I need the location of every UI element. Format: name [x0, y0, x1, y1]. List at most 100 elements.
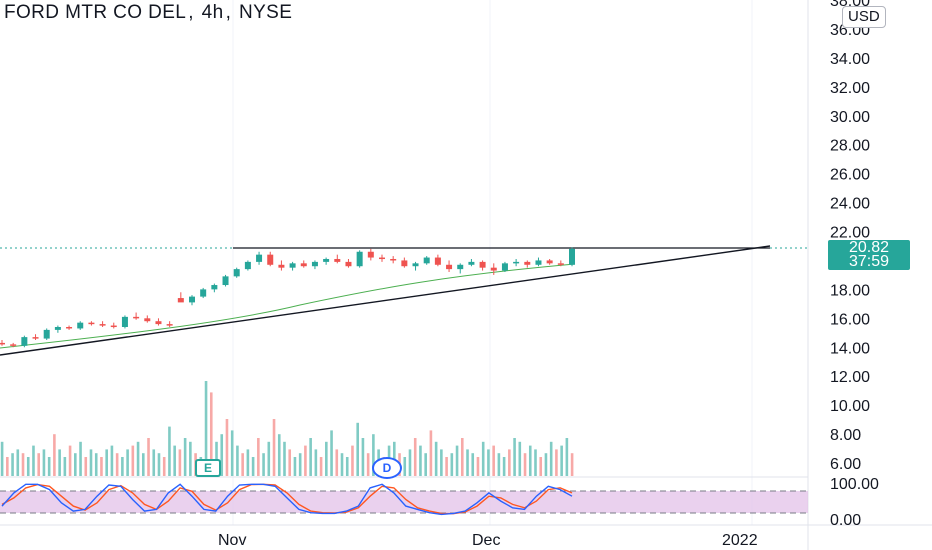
candle-body — [77, 322, 84, 329]
volume-bar — [183, 438, 187, 476]
oscillator-axis-label: 0.00 — [830, 512, 861, 529]
candle-body — [569, 248, 575, 265]
last-price-value: 20.82 — [848, 239, 890, 256]
volume-bar — [445, 457, 448, 476]
candle-body — [133, 316, 140, 319]
volume-bar — [335, 449, 339, 476]
stochastic-d-line — [1, 483, 573, 515]
oscillator-axis-label: 100.00 — [830, 476, 879, 493]
candle-body — [379, 257, 385, 260]
volume-bar — [424, 453, 427, 476]
candle-body — [99, 324, 106, 326]
volume-bar — [361, 438, 365, 476]
volume-bar — [528, 445, 532, 476]
candle-body — [546, 260, 553, 264]
volume-bar — [288, 449, 292, 476]
volume-bar — [539, 457, 543, 476]
volume-bar — [173, 445, 176, 476]
candle-body — [323, 258, 330, 262]
candle-body — [32, 337, 39, 339]
candle-body — [256, 254, 263, 262]
candle-body — [278, 264, 285, 268]
candle-body — [367, 251, 374, 258]
candle-body — [557, 263, 564, 265]
volume-bar — [215, 441, 218, 476]
candle-body — [177, 298, 184, 303]
volume-bar — [152, 449, 156, 476]
volume-bar — [74, 453, 77, 476]
volume-bar — [141, 453, 145, 476]
price-axis-label: 14.00 — [830, 340, 870, 357]
volume-bar — [246, 449, 250, 476]
volume-bar — [471, 453, 475, 476]
volume-bar — [555, 449, 558, 476]
candle-body — [490, 267, 497, 271]
candle-body — [334, 258, 341, 262]
candle-body — [121, 316, 128, 327]
price-axis-label: 38.00 — [830, 0, 870, 10]
price-axis-label: 6.00 — [830, 456, 861, 473]
volume-bar — [131, 445, 135, 476]
volume-bar — [277, 434, 281, 476]
exchange-label: NYSE — [238, 2, 293, 23]
price-axis[interactable]: 38.0036.0034.0032.0030.0028.0026.0024.00… — [830, 0, 870, 473]
currency-selector[interactable]: USD — [842, 6, 886, 28]
volume-bar — [304, 445, 307, 476]
volume-bar — [283, 441, 286, 476]
candle-body — [311, 261, 318, 267]
volume-bar — [89, 449, 93, 476]
volume-bar — [309, 438, 312, 476]
candle-body — [222, 276, 229, 286]
volume-bar — [178, 449, 182, 476]
volume-bar — [372, 434, 375, 476]
volume-bar — [356, 422, 359, 476]
volume-bar — [115, 453, 119, 476]
time-axis-label: 2022 — [722, 532, 758, 549]
candle-body — [535, 260, 542, 265]
volume-bar — [6, 457, 9, 476]
price-axis-label: 26.00 — [830, 167, 870, 184]
candle-body — [289, 263, 296, 268]
volume-bar — [544, 453, 548, 476]
volume-bar — [257, 438, 260, 476]
volume-bar — [570, 453, 574, 476]
volume-bar — [121, 457, 124, 476]
candle-body — [390, 258, 397, 261]
candle-body — [356, 251, 363, 267]
dividend-marker[interactable]: D — [372, 457, 402, 479]
volume-bar — [11, 453, 14, 476]
volume-bar — [147, 438, 150, 476]
volume-bar — [502, 457, 506, 476]
volume-bar — [466, 449, 469, 476]
volume-bar — [251, 457, 255, 476]
volume-bar — [549, 441, 553, 476]
volume-bar — [16, 449, 20, 476]
price-axis-label: 28.00 — [830, 138, 870, 155]
volume-bar — [560, 445, 563, 476]
volume-bar — [476, 457, 480, 476]
candlestick-series — [0, 247, 575, 348]
symbol-name: FORD MTR CO DEL — [4, 2, 187, 23]
time-axis[interactable]: Nov Dec 2022 — [218, 532, 758, 549]
candle-body — [401, 260, 408, 267]
volume-bar — [272, 419, 276, 476]
volume-bar — [419, 445, 422, 476]
candle-body — [21, 337, 28, 346]
volume-bar — [460, 438, 464, 476]
candle-body — [43, 329, 50, 339]
interval-label[interactable]: 4h — [201, 2, 224, 23]
candle-body — [457, 264, 464, 270]
candle-body — [267, 254, 274, 265]
volume-bar — [319, 457, 323, 476]
candle-body — [300, 263, 307, 267]
volume-bar — [42, 449, 46, 476]
candle-body — [434, 257, 441, 265]
volume-bar — [21, 453, 25, 476]
stochastic-k-line — [1, 483, 573, 516]
candle-body — [479, 261, 486, 268]
earnings-marker[interactable]: E — [195, 459, 221, 477]
volume-bar — [513, 438, 516, 476]
candle-body — [88, 322, 95, 325]
bar-countdown: 37:59 — [848, 253, 890, 270]
